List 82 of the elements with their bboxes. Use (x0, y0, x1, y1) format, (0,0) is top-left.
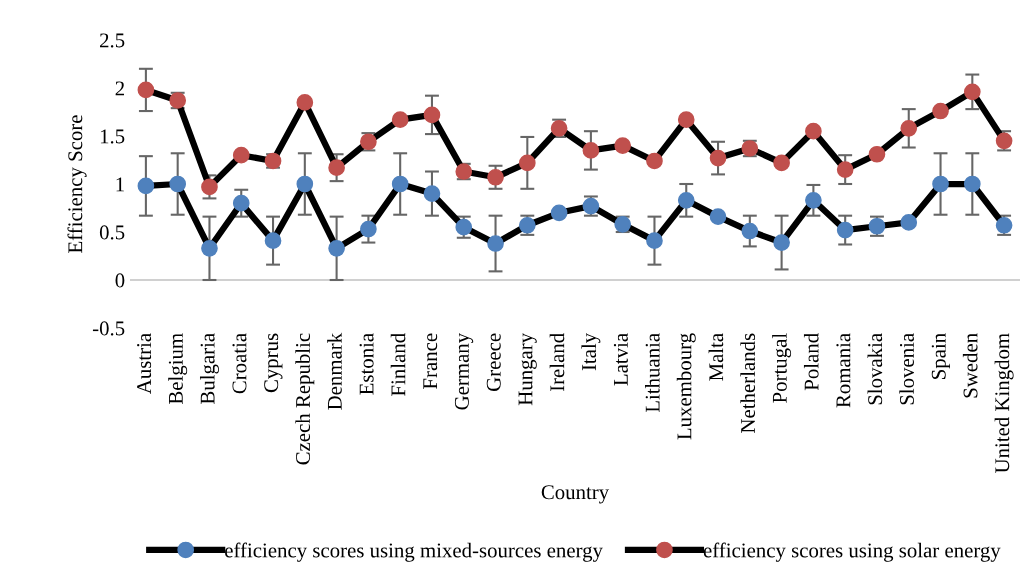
x-tick-label: Poland (803, 333, 819, 391)
point (582, 142, 600, 159)
x-tick-label: Czech Republic (295, 333, 315, 465)
x-tick-label: Romania (836, 333, 851, 408)
y-tick-label: 1 (116, 177, 124, 192)
x-tick-label: United Kingdom (994, 333, 1014, 474)
point (487, 168, 504, 186)
y-tick-label: -0.5 (92, 321, 125, 336)
x-tick-label: France (423, 333, 438, 389)
point (296, 94, 314, 111)
point (296, 175, 314, 193)
point (836, 161, 854, 178)
point (741, 222, 759, 240)
y-axis-title: Efficiency Score (67, 115, 87, 253)
point (264, 232, 282, 249)
y-tick-label: 1.5 (100, 129, 125, 144)
x-tick-label: Greece (486, 333, 501, 391)
point (646, 232, 663, 249)
legend-label: efficiency scores using mixed-sources energy (225, 542, 603, 562)
point (932, 102, 949, 120)
x-axis-title: Country (541, 485, 610, 504)
x-tick-label: Sweden (962, 333, 978, 398)
x-tick-label: Malta (708, 333, 724, 381)
point (328, 239, 345, 257)
point (232, 146, 250, 164)
point (137, 177, 155, 195)
x-tick-label: Slovenia (899, 333, 914, 405)
point (773, 154, 790, 172)
y-tick-label: 2 (115, 81, 124, 96)
point (328, 159, 345, 177)
point (391, 111, 409, 129)
x-tick-label: Denmark (327, 332, 342, 410)
point (614, 137, 632, 154)
y-tick-label: 0 (115, 273, 125, 288)
point (963, 83, 981, 101)
point (423, 185, 441, 202)
point (518, 154, 536, 172)
point (900, 214, 918, 231)
point (550, 204, 568, 222)
x-tick-label: Austria (137, 333, 152, 394)
x-tick-label: Cyprus (264, 333, 283, 393)
point (360, 220, 377, 238)
point (646, 152, 663, 170)
point (836, 221, 854, 239)
point (423, 106, 441, 124)
point (773, 234, 790, 251)
point (900, 119, 918, 137)
point (677, 111, 695, 129)
point (487, 235, 504, 252)
x-tick-label: Germany (454, 332, 474, 410)
x-tick-label: Croatia (232, 333, 247, 394)
point (709, 208, 727, 225)
point (805, 122, 822, 140)
y-tick-label: 0.5 (99, 225, 125, 240)
x-tick-label: Hungary (518, 332, 537, 406)
x-tick-label: Slovakia (867, 333, 883, 405)
point (201, 239, 218, 257)
x-tick-label: Lithuania (645, 333, 660, 413)
point (709, 149, 727, 167)
x-tick-label: Italy (581, 332, 601, 371)
point (677, 191, 695, 209)
point (232, 194, 250, 212)
y-tick-label: 2.5 (100, 33, 125, 48)
point (391, 175, 409, 193)
x-tick-label: Luxembourg (676, 333, 696, 440)
x-tick-label: Netherlands (740, 333, 756, 433)
x-tick-label: Ireland (549, 333, 565, 392)
x-tick-label: Belgium (168, 333, 188, 405)
x-tick-label: Finland (390, 333, 406, 396)
x-tick-label: Portugal (772, 333, 792, 403)
x-tick-label: Latvia (613, 333, 628, 386)
point (932, 175, 949, 193)
point (201, 178, 218, 196)
x-tick-label: Spain (931, 333, 950, 379)
x-tick-label: Estonia (359, 333, 374, 395)
point (137, 81, 155, 99)
legend-label: efficiency scores using solar energy (703, 542, 1001, 562)
point (805, 191, 822, 209)
point (963, 175, 981, 193)
point (169, 175, 187, 193)
x-tick-label: Bulgaria (199, 333, 219, 404)
point (868, 145, 886, 163)
